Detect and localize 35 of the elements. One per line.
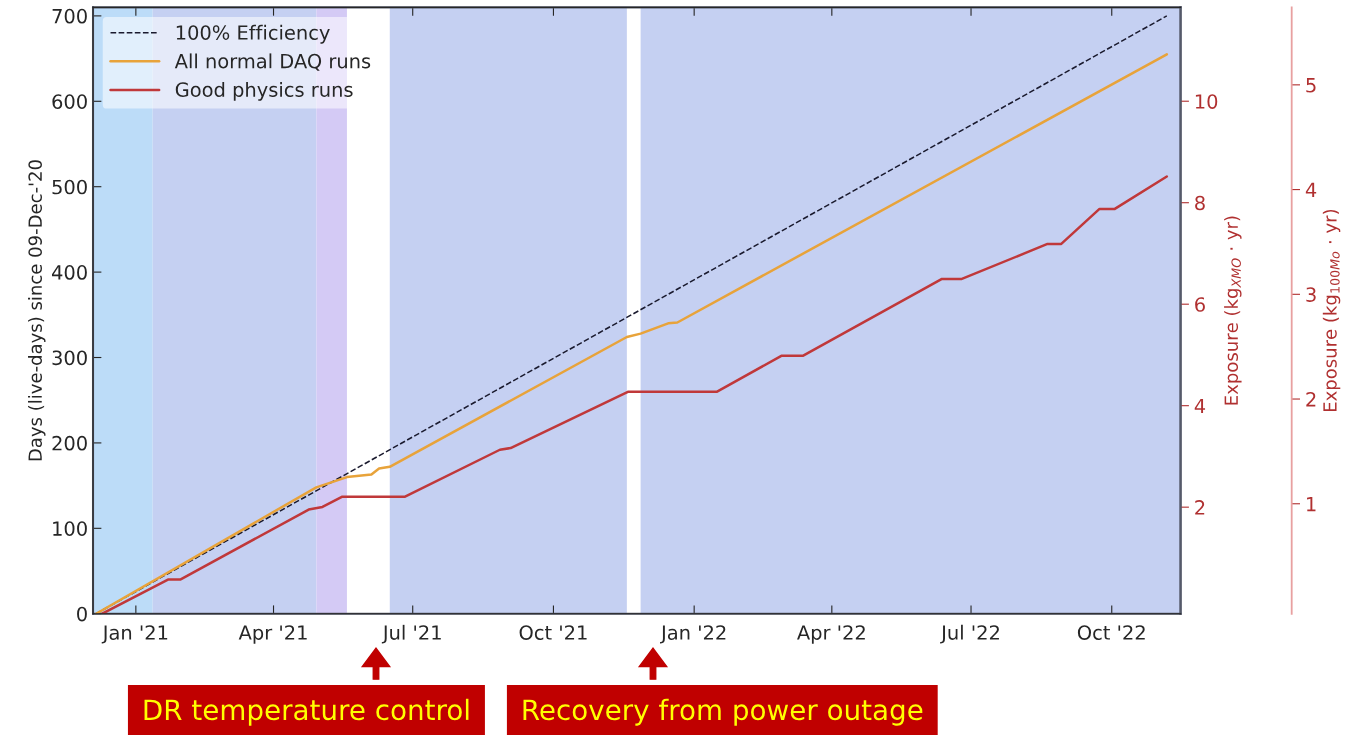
y3-tick-label: 4 [1305, 182, 1317, 197]
y-tick-label: 400 [52, 265, 87, 280]
x-tick-label: Jan '22 [660, 625, 726, 644]
y2-tick-label: 4 [1194, 398, 1206, 414]
y3-tick-label: 1 [1307, 496, 1316, 512]
y2-tick-label: 8 [1195, 195, 1205, 211]
x-tick-label: Apr '22 [797, 625, 865, 644]
text: DR temperature control [144, 698, 469, 726]
x-tick-label: Apr '21 [238, 625, 307, 644]
y-tick-label: 200 [52, 435, 87, 451]
x-tick-label: Jul '22 [940, 624, 999, 644]
y-tick-label: 700 [52, 8, 87, 24]
legend-label: 100% Efficiency [176, 24, 330, 44]
y-tick-label: 300 [52, 350, 87, 366]
y-tick-label: 600 [52, 94, 87, 109]
y2-tick-label: 6 [1195, 297, 1205, 312]
y-axis-title: Days (live-days) since 09-Dec-'20 [28, 160, 46, 461]
y-tick-label: 0 [77, 606, 87, 622]
x-tick-label: Jul '21 [381, 624, 441, 644]
y-tick-label: 500 [52, 179, 87, 195]
text: Recovery from power outage [523, 698, 923, 726]
x-tick-label: Oct '22 [1077, 625, 1145, 640]
y3-tick-label: 5 [1306, 78, 1316, 93]
x-tick-label: Jan '21 [101, 625, 168, 644]
x-tick-label: Oct '21 [519, 625, 587, 640]
y2-tick-label: 10 [1195, 94, 1218, 109]
line-series [100, 175, 1169, 614]
y2-axis-title: Exposure (kg$_{XMO}$ · yr) [1224, 216, 1242, 405]
y3-axis-title: Exposure (kg$_{100Mo}$ · yr) [1322, 209, 1341, 412]
y3-tick-label: 3 [1306, 287, 1316, 302]
legend-label: Good physics runs [175, 81, 353, 101]
y3-tick-label: 2 [1306, 391, 1316, 407]
y2-tick-label: 2 [1195, 500, 1205, 515]
legend-label: All normal DAQ runs [174, 53, 371, 71]
y-tick-label: 100 [53, 521, 87, 536]
